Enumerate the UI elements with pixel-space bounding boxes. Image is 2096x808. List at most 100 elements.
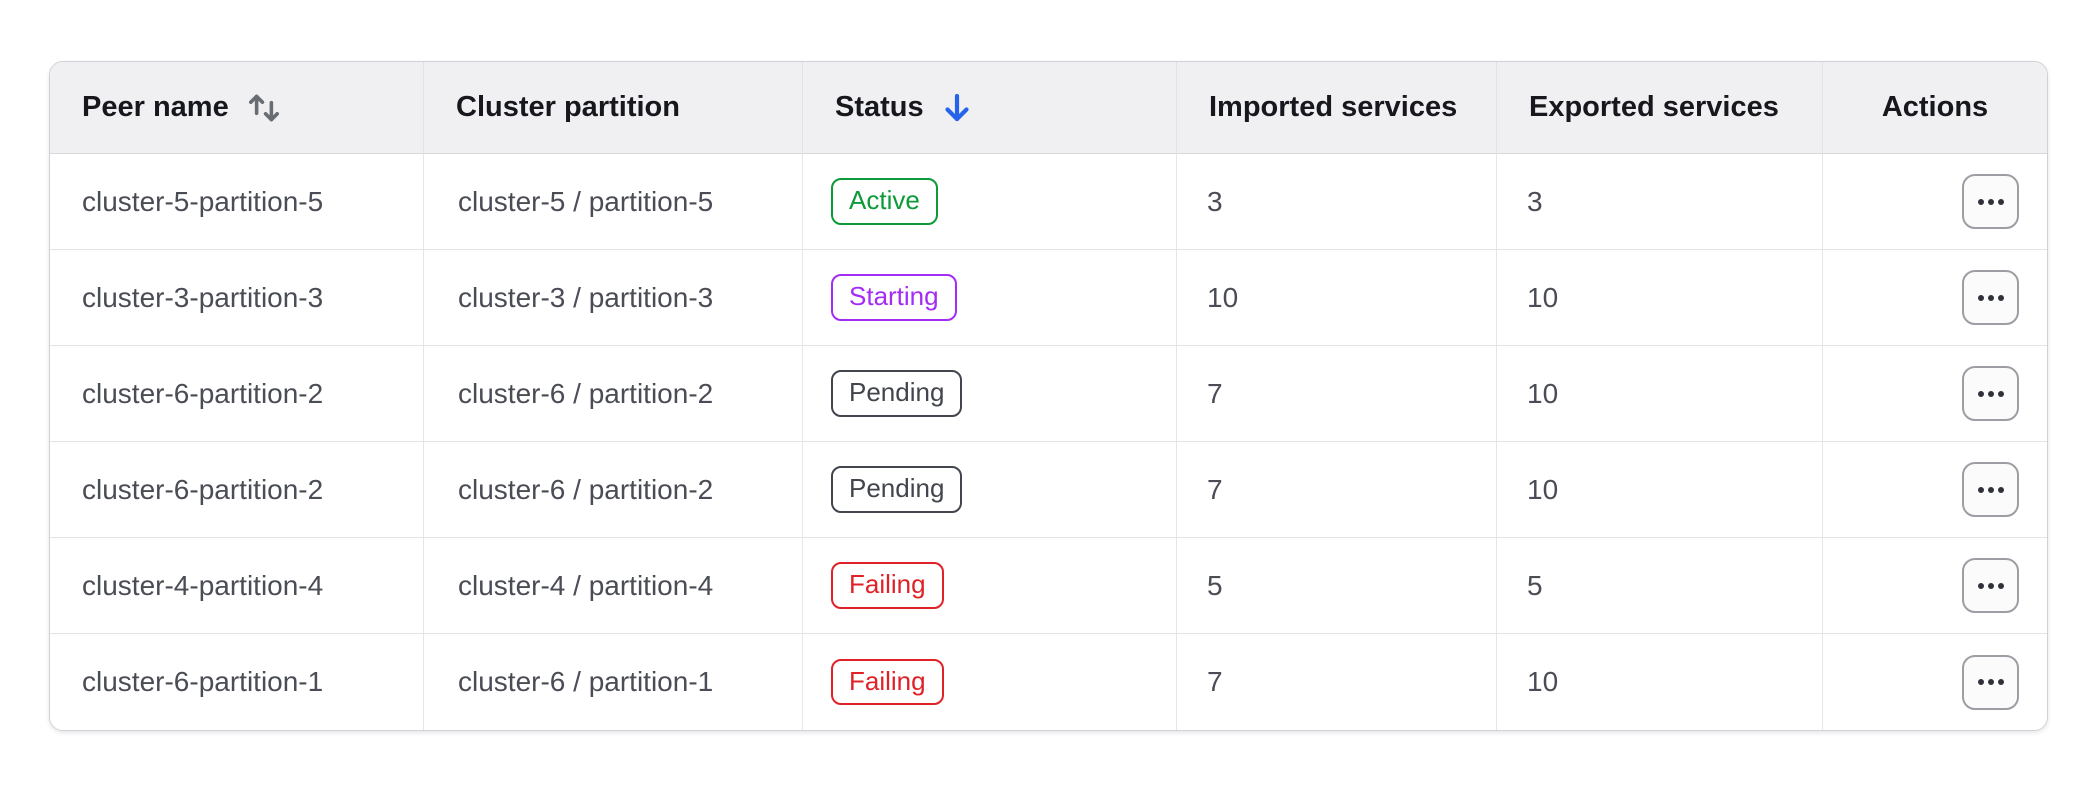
table-row: cluster-6-partition-1 cluster-6 / partit… [50, 634, 2047, 730]
peer-name-text: cluster-4-partition-4 [82, 569, 324, 601]
cluster-partition-cell: cluster-6 / partition-2 [424, 442, 803, 538]
cluster-partition-text: cluster-3 / partition-3 [458, 281, 714, 313]
table-row: cluster-5-partition-5 cluster-5 / partit… [50, 154, 2047, 250]
imported-services-cell: 10 [1177, 250, 1497, 346]
exported-services-cell: 10 [1497, 346, 1823, 442]
status-badge: Failing [831, 562, 944, 609]
column-header-exported-services: Exported services [1497, 62, 1823, 154]
column-header-cluster-partition: Cluster partition [424, 62, 803, 154]
more-actions-button[interactable] [1962, 558, 2019, 613]
status-badge: Pending [831, 370, 963, 417]
imported-services-cell: 7 [1177, 634, 1497, 730]
imported-services-cell: 3 [1177, 154, 1497, 250]
status-badge: Starting [831, 274, 957, 321]
peer-name-cell: cluster-5-partition-5 [50, 154, 424, 250]
peer-name-cell: cluster-6-partition-2 [50, 346, 424, 442]
exported-services-value: 10 [1527, 666, 1559, 697]
ellipsis-icon [1987, 486, 1994, 493]
peer-name-text: cluster-5-partition-5 [82, 185, 324, 217]
cluster-partition-cell: cluster-6 / partition-1 [424, 634, 803, 730]
column-label: Status [835, 91, 924, 123]
column-header-imported-services: Imported services [1177, 62, 1497, 154]
exported-services-value: 10 [1527, 281, 1559, 313]
column-header-status[interactable]: Status [803, 62, 1177, 154]
status-badge: Failing [831, 658, 944, 706]
column-label: Cluster partition [456, 91, 680, 123]
table-header: Peer name Cluster partition Status [50, 62, 2047, 154]
imported-services-cell: 7 [1177, 442, 1497, 538]
actions-cell [1823, 442, 2047, 538]
table-row: cluster-6-partition-2 cluster-6 / partit… [50, 346, 2047, 442]
cluster-partition-cell: cluster-5 / partition-5 [424, 154, 803, 250]
actions-cell [1823, 634, 2047, 730]
actions-cell [1823, 250, 2047, 346]
exported-services-cell: 10 [1497, 250, 1823, 346]
column-label: Exported services [1529, 91, 1779, 123]
status-cell: Pending [803, 442, 1177, 538]
ellipsis-icon [1987, 582, 1994, 589]
status-badge: Pending [831, 466, 963, 513]
actions-cell [1823, 538, 2047, 634]
ellipsis-icon [1987, 294, 1994, 301]
exported-services-value: 3 [1527, 185, 1543, 217]
peers-table-card: Peer name Cluster partition Status [49, 61, 2048, 731]
exported-services-cell: 5 [1497, 538, 1823, 634]
ellipsis-icon [1987, 390, 1994, 397]
table-body: cluster-5-partition-5 cluster-5 / partit… [50, 154, 2047, 730]
imported-services-value: 5 [1207, 569, 1223, 601]
exported-services-value: 5 [1527, 569, 1543, 601]
exported-services-cell: 10 [1497, 442, 1823, 538]
cluster-partition-text: cluster-6 / partition-2 [458, 377, 714, 409]
cluster-partition-text: cluster-4 / partition-4 [458, 569, 714, 601]
column-label: Imported services [1209, 91, 1458, 123]
swap-vertical-icon[interactable] [245, 89, 283, 127]
status-cell: Starting [803, 250, 1177, 346]
actions-cell [1823, 154, 2047, 250]
exported-services-cell: 3 [1497, 154, 1823, 250]
exported-services-value: 10 [1527, 377, 1559, 409]
cluster-partition-text: cluster-5 / partition-5 [458, 185, 714, 217]
table-row: cluster-6-partition-2 cluster-6 / partit… [50, 442, 2047, 538]
cluster-partition-text: cluster-6 / partition-2 [458, 473, 714, 505]
peer-name-text: cluster-6-partition-1 [82, 666, 324, 697]
imported-services-value: 10 [1207, 281, 1239, 313]
table-row: cluster-4-partition-4 cluster-4 / partit… [50, 538, 2047, 634]
peers-table: Peer name Cluster partition Status [50, 62, 2047, 730]
column-header-peer-name[interactable]: Peer name [50, 62, 424, 154]
cluster-partition-cell: cluster-3 / partition-3 [424, 250, 803, 346]
cluster-partition-text: cluster-6 / partition-1 [458, 666, 714, 697]
more-actions-button[interactable] [1962, 654, 2019, 710]
exported-services-cell: 10 [1497, 634, 1823, 730]
imported-services-cell: 7 [1177, 346, 1497, 442]
ellipsis-icon [1987, 679, 1994, 685]
peer-name-cell: cluster-6-partition-2 [50, 442, 424, 538]
column-header-actions: Actions [1823, 62, 2047, 154]
imported-services-cell: 5 [1177, 538, 1497, 634]
imported-services-value: 7 [1207, 473, 1223, 505]
arrow-down-icon[interactable] [940, 90, 974, 126]
imported-services-value: 7 [1207, 377, 1223, 409]
more-actions-button[interactable] [1962, 270, 2019, 325]
imported-services-value: 7 [1207, 666, 1223, 697]
status-badge: Active [831, 178, 938, 225]
actions-cell [1823, 346, 2047, 442]
column-label: Peer name [82, 91, 229, 123]
peer-name-text: cluster-3-partition-3 [82, 281, 324, 313]
more-actions-button[interactable] [1962, 366, 2019, 421]
status-cell: Failing [803, 538, 1177, 634]
peer-name-text: cluster-6-partition-2 [82, 377, 324, 409]
exported-services-value: 10 [1527, 473, 1559, 505]
more-actions-button[interactable] [1962, 462, 2019, 517]
status-cell: Failing [803, 634, 1177, 730]
peer-name-cell: cluster-3-partition-3 [50, 250, 424, 346]
status-cell: Pending [803, 346, 1177, 442]
peer-name-text: cluster-6-partition-2 [82, 473, 324, 505]
column-label: Actions [1881, 91, 1989, 123]
more-actions-button[interactable] [1962, 174, 2019, 229]
header-row: Peer name Cluster partition Status [50, 62, 2047, 154]
cluster-partition-cell: cluster-4 / partition-4 [424, 538, 803, 634]
peer-name-cell: cluster-6-partition-1 [50, 634, 424, 730]
status-cell: Active [803, 154, 1177, 250]
peer-name-cell: cluster-4-partition-4 [50, 538, 424, 634]
cluster-partition-cell: cluster-6 / partition-2 [424, 346, 803, 442]
